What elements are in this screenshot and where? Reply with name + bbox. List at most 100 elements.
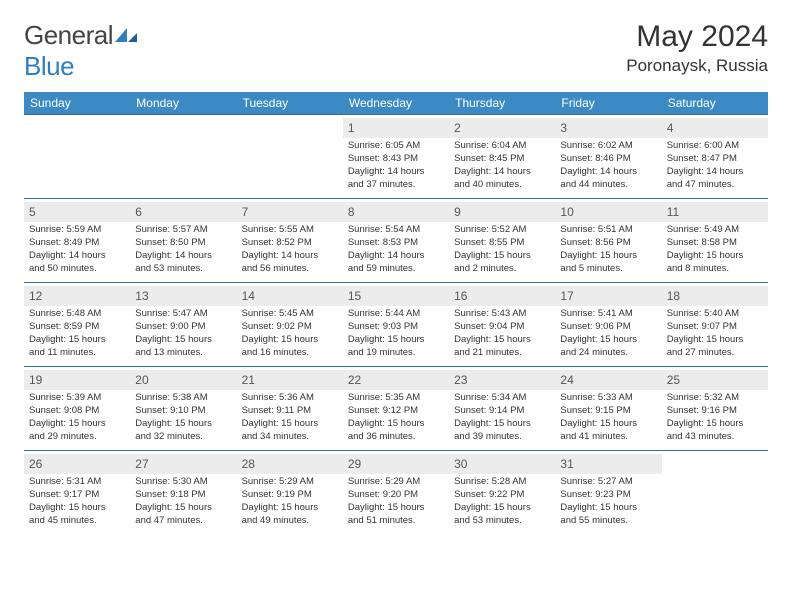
sunrise-text: Sunrise: 5:45 AM — [242, 308, 338, 321]
sunrise-text: Sunrise: 5:31 AM — [29, 476, 125, 489]
daylight2-text: and 39 minutes. — [454, 431, 550, 444]
day-number: 8 — [343, 202, 449, 222]
day-number: 12 — [24, 286, 130, 306]
day-number: 25 — [662, 370, 768, 390]
calendar-head: SundayMondayTuesdayWednesdayThursdayFrid… — [24, 92, 768, 115]
sunrise-text: Sunrise: 5:44 AM — [348, 308, 444, 321]
daylight2-text: and 32 minutes. — [135, 431, 231, 444]
daylight2-text: and 11 minutes. — [29, 347, 125, 360]
day-number: 26 — [24, 454, 130, 474]
calendar-day-cell: 8Sunrise: 5:54 AMSunset: 8:53 PMDaylight… — [343, 199, 449, 283]
calendar-day-cell: 12Sunrise: 5:48 AMSunset: 8:59 PMDayligh… — [24, 283, 130, 367]
daylight1-text: Daylight: 15 hours — [667, 250, 763, 263]
sunrise-text: Sunrise: 6:00 AM — [667, 140, 763, 153]
sunset-text: Sunset: 8:58 PM — [667, 237, 763, 250]
sunset-text: Sunset: 9:07 PM — [667, 321, 763, 334]
daylight2-text: and 50 minutes. — [29, 263, 125, 276]
calendar-day-cell: 30Sunrise: 5:28 AMSunset: 9:22 PMDayligh… — [449, 451, 555, 535]
calendar-day-cell: 2Sunrise: 6:04 AMSunset: 8:45 PMDaylight… — [449, 115, 555, 199]
sunrise-text: Sunrise: 5:34 AM — [454, 392, 550, 405]
calendar-day-cell: 29Sunrise: 5:29 AMSunset: 9:20 PMDayligh… — [343, 451, 449, 535]
calendar-day-cell — [24, 115, 130, 199]
sunrise-text: Sunrise: 5:55 AM — [242, 224, 338, 237]
sunset-text: Sunset: 8:46 PM — [560, 153, 656, 166]
sunset-text: Sunset: 8:52 PM — [242, 237, 338, 250]
daylight1-text: Daylight: 15 hours — [667, 418, 763, 431]
daylight2-text: and 21 minutes. — [454, 347, 550, 360]
daylight1-text: Daylight: 15 hours — [560, 334, 656, 347]
sunrise-text: Sunrise: 5:27 AM — [560, 476, 656, 489]
daylight2-text: and 19 minutes. — [348, 347, 444, 360]
sunrise-text: Sunrise: 5:33 AM — [560, 392, 656, 405]
weekday-header: Friday — [555, 92, 661, 115]
sunrise-text: Sunrise: 5:28 AM — [454, 476, 550, 489]
sunrise-text: Sunrise: 6:05 AM — [348, 140, 444, 153]
calendar-day-cell: 13Sunrise: 5:47 AMSunset: 9:00 PMDayligh… — [130, 283, 236, 367]
sunset-text: Sunset: 9:00 PM — [135, 321, 231, 334]
sunset-text: Sunset: 9:08 PM — [29, 405, 125, 418]
daylight2-text: and 47 minutes. — [667, 179, 763, 192]
daylight2-text: and 2 minutes. — [454, 263, 550, 276]
calendar-day-cell: 17Sunrise: 5:41 AMSunset: 9:06 PMDayligh… — [555, 283, 661, 367]
day-number: 17 — [555, 286, 661, 306]
calendar-day-cell — [662, 451, 768, 535]
day-number: 16 — [449, 286, 555, 306]
daylight1-text: Daylight: 15 hours — [135, 418, 231, 431]
daylight1-text: Daylight: 15 hours — [454, 502, 550, 515]
day-number: 10 — [555, 202, 661, 222]
sunset-text: Sunset: 9:20 PM — [348, 489, 444, 502]
daylight2-text: and 37 minutes. — [348, 179, 444, 192]
calendar-week-row: 12Sunrise: 5:48 AMSunset: 8:59 PMDayligh… — [24, 283, 768, 367]
weekday-header: Sunday — [24, 92, 130, 115]
sunrise-text: Sunrise: 5:43 AM — [454, 308, 550, 321]
day-number: 27 — [130, 454, 236, 474]
daylight2-text: and 40 minutes. — [454, 179, 550, 192]
location: Poronaysk, Russia — [626, 56, 768, 76]
sunrise-text: Sunrise: 5:29 AM — [242, 476, 338, 489]
sunset-text: Sunset: 8:56 PM — [560, 237, 656, 250]
day-number: 24 — [555, 370, 661, 390]
calendar-day-cell: 6Sunrise: 5:57 AMSunset: 8:50 PMDaylight… — [130, 199, 236, 283]
sunrise-text: Sunrise: 5:35 AM — [348, 392, 444, 405]
day-number: 2 — [449, 118, 555, 138]
weekday-header: Wednesday — [343, 92, 449, 115]
sunset-text: Sunset: 9:04 PM — [454, 321, 550, 334]
calendar-day-cell: 31Sunrise: 5:27 AMSunset: 9:23 PMDayligh… — [555, 451, 661, 535]
sunset-text: Sunset: 8:50 PM — [135, 237, 231, 250]
daylight1-text: Daylight: 15 hours — [242, 334, 338, 347]
day-number — [237, 118, 343, 122]
logo-first: General — [24, 20, 113, 50]
day-number: 15 — [343, 286, 449, 306]
sunrise-text: Sunrise: 5:59 AM — [29, 224, 125, 237]
calendar-day-cell: 3Sunrise: 6:02 AMSunset: 8:46 PMDaylight… — [555, 115, 661, 199]
calendar-week-row: 19Sunrise: 5:39 AMSunset: 9:08 PMDayligh… — [24, 367, 768, 451]
sunrise-text: Sunrise: 5:54 AM — [348, 224, 444, 237]
sunset-text: Sunset: 9:17 PM — [29, 489, 125, 502]
day-number: 4 — [662, 118, 768, 138]
daylight2-text: and 53 minutes. — [454, 515, 550, 528]
sunrise-text: Sunrise: 5:38 AM — [135, 392, 231, 405]
calendar-day-cell: 28Sunrise: 5:29 AMSunset: 9:19 PMDayligh… — [237, 451, 343, 535]
day-number: 30 — [449, 454, 555, 474]
calendar-day-cell: 21Sunrise: 5:36 AMSunset: 9:11 PMDayligh… — [237, 367, 343, 451]
daylight1-text: Daylight: 14 hours — [667, 166, 763, 179]
daylight2-text: and 16 minutes. — [242, 347, 338, 360]
sunrise-text: Sunrise: 5:47 AM — [135, 308, 231, 321]
sunset-text: Sunset: 9:02 PM — [242, 321, 338, 334]
daylight1-text: Daylight: 15 hours — [29, 502, 125, 515]
title-block: May 2024 Poronaysk, Russia — [626, 20, 768, 76]
calendar-day-cell: 7Sunrise: 5:55 AMSunset: 8:52 PMDaylight… — [237, 199, 343, 283]
daylight1-text: Daylight: 14 hours — [135, 250, 231, 263]
sunset-text: Sunset: 9:11 PM — [242, 405, 338, 418]
day-number: 7 — [237, 202, 343, 222]
sunrise-text: Sunrise: 5:52 AM — [454, 224, 550, 237]
day-number: 1 — [343, 118, 449, 138]
day-number: 29 — [343, 454, 449, 474]
sunrise-text: Sunrise: 5:39 AM — [29, 392, 125, 405]
daylight1-text: Daylight: 14 hours — [29, 250, 125, 263]
sunrise-text: Sunrise: 5:48 AM — [29, 308, 125, 321]
calendar-day-cell: 18Sunrise: 5:40 AMSunset: 9:07 PMDayligh… — [662, 283, 768, 367]
day-number: 21 — [237, 370, 343, 390]
sunrise-text: Sunrise: 5:40 AM — [667, 308, 763, 321]
day-number: 31 — [555, 454, 661, 474]
